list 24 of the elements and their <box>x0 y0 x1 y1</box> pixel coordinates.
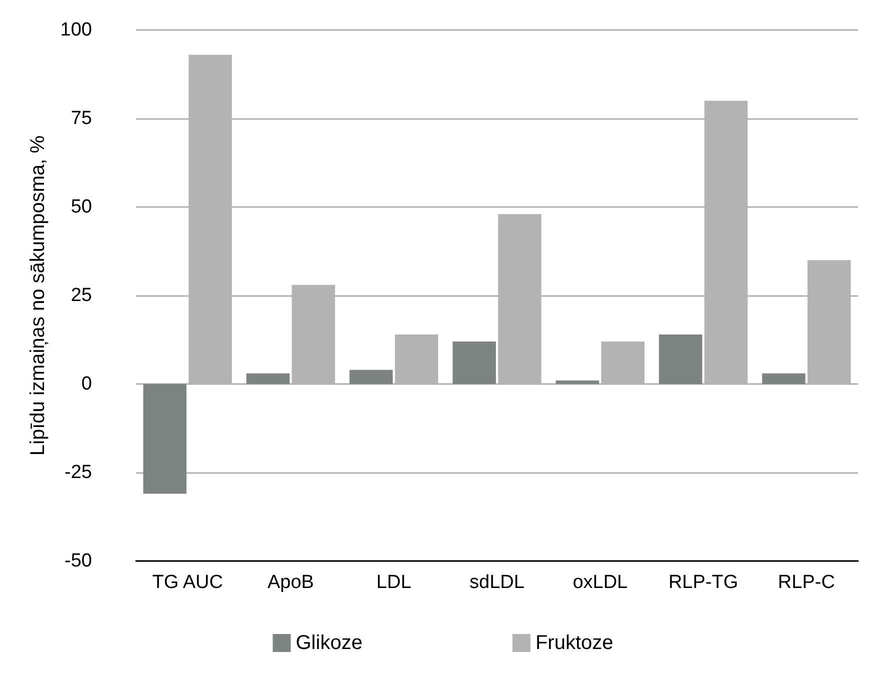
y-tick-label: -50 <box>64 550 92 572</box>
x-tick-label: TG AUC <box>152 572 223 593</box>
bar <box>246 373 290 384</box>
x-tick-label: ApoB <box>267 572 314 593</box>
bar <box>452 342 496 384</box>
bar <box>556 380 600 384</box>
bar <box>350 370 393 384</box>
bar <box>143 384 186 494</box>
y-tick-label: 25 <box>70 285 92 306</box>
bar <box>658 334 702 384</box>
y-tick-label: 0 <box>81 374 92 394</box>
legend-label: Glikoze <box>296 632 362 654</box>
x-tick-label: RLP-TG <box>668 572 738 593</box>
x-tick-label: RLP-C <box>778 572 835 593</box>
bar <box>762 373 806 384</box>
legend-label: Fruktoze <box>535 632 614 654</box>
y-tick-label: 100 <box>60 20 92 40</box>
x-tick-label: oxLDL <box>572 572 628 593</box>
y-tick-label: -25 <box>64 462 92 483</box>
y-tick-label: 75 <box>70 108 92 129</box>
x-tick-label: sdLDL <box>470 572 524 593</box>
y-axis-title: Lipīdu izmaiņas no sākumposma, % <box>27 135 49 456</box>
x-tick-label: LDL <box>376 572 412 593</box>
y-tick-label: 50 <box>70 196 92 218</box>
